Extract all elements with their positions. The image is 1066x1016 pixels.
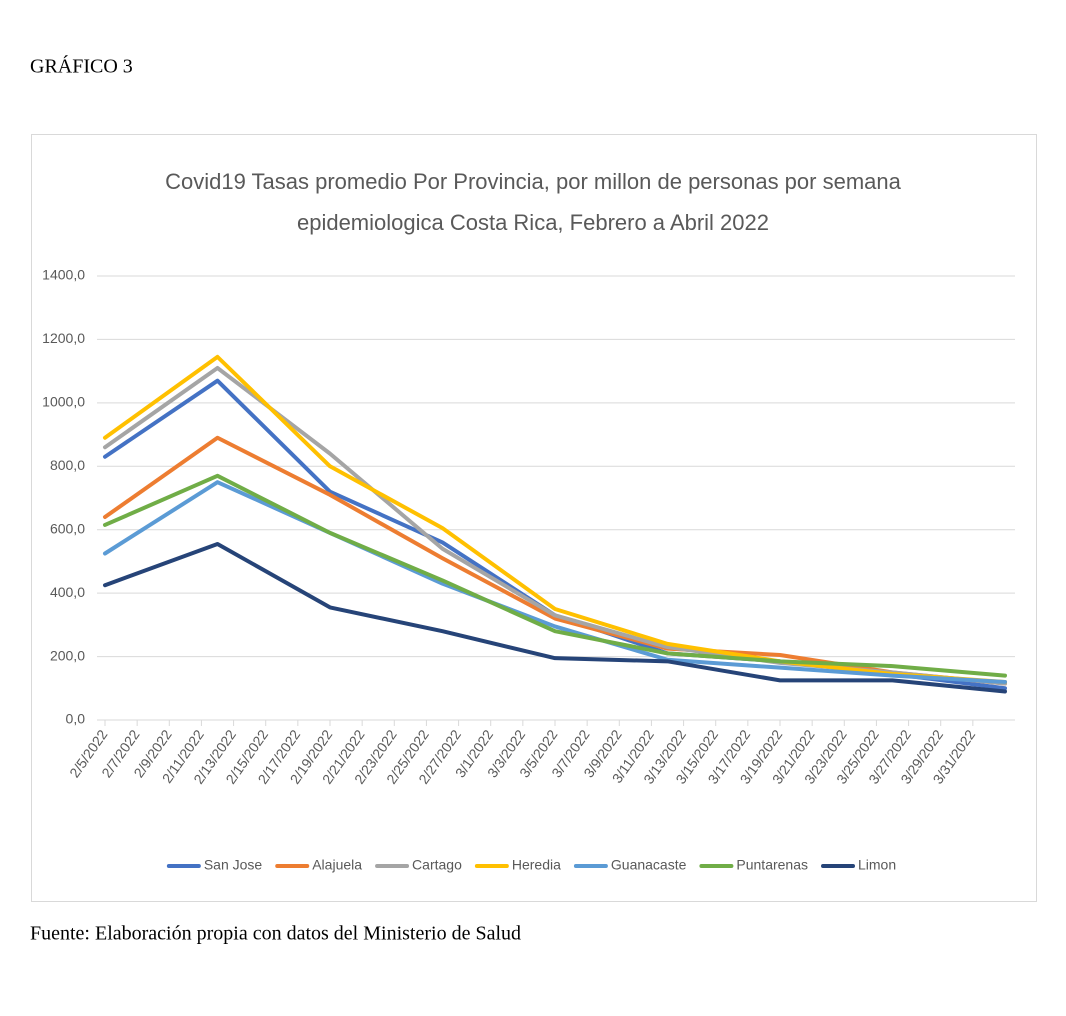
y-tick-label: 600,0	[50, 520, 85, 536]
legend-label: San Jose	[204, 857, 263, 873]
legend-label: Alajuela	[312, 857, 362, 873]
chart-frame	[31, 134, 1037, 902]
y-tick-label: 0,0	[66, 711, 86, 727]
legend-label: Heredia	[512, 857, 561, 873]
legend-label: Puntarenas	[736, 857, 808, 873]
legend-label: Limon	[858, 857, 896, 873]
series-line	[103, 541, 1007, 694]
y-tick-label: 1200,0	[42, 330, 85, 346]
legend-label: Cartago	[412, 857, 462, 873]
series-line	[103, 354, 1007, 684]
series-line	[103, 480, 1007, 684]
chart-title: Covid19 Tasas promedio Por Provincia, po…	[165, 169, 902, 194]
y-tick-label: 200,0	[50, 647, 85, 663]
y-tick-label: 1000,0	[42, 394, 85, 410]
series-line	[103, 473, 1007, 678]
y-tick-label: 800,0	[50, 457, 85, 473]
chart-title: epidemiologica Costa Rica, Febrero a Abr…	[297, 210, 769, 235]
y-tick-label: 400,0	[50, 584, 85, 600]
legend-label: Guanacaste	[611, 857, 687, 873]
source-note: Fuente: Elaboración propia con datos del…	[30, 923, 521, 945]
y-tick-label: 1400,0	[42, 267, 85, 283]
heading: GRÁFICO 3	[30, 55, 133, 78]
series-line	[103, 435, 1007, 686]
